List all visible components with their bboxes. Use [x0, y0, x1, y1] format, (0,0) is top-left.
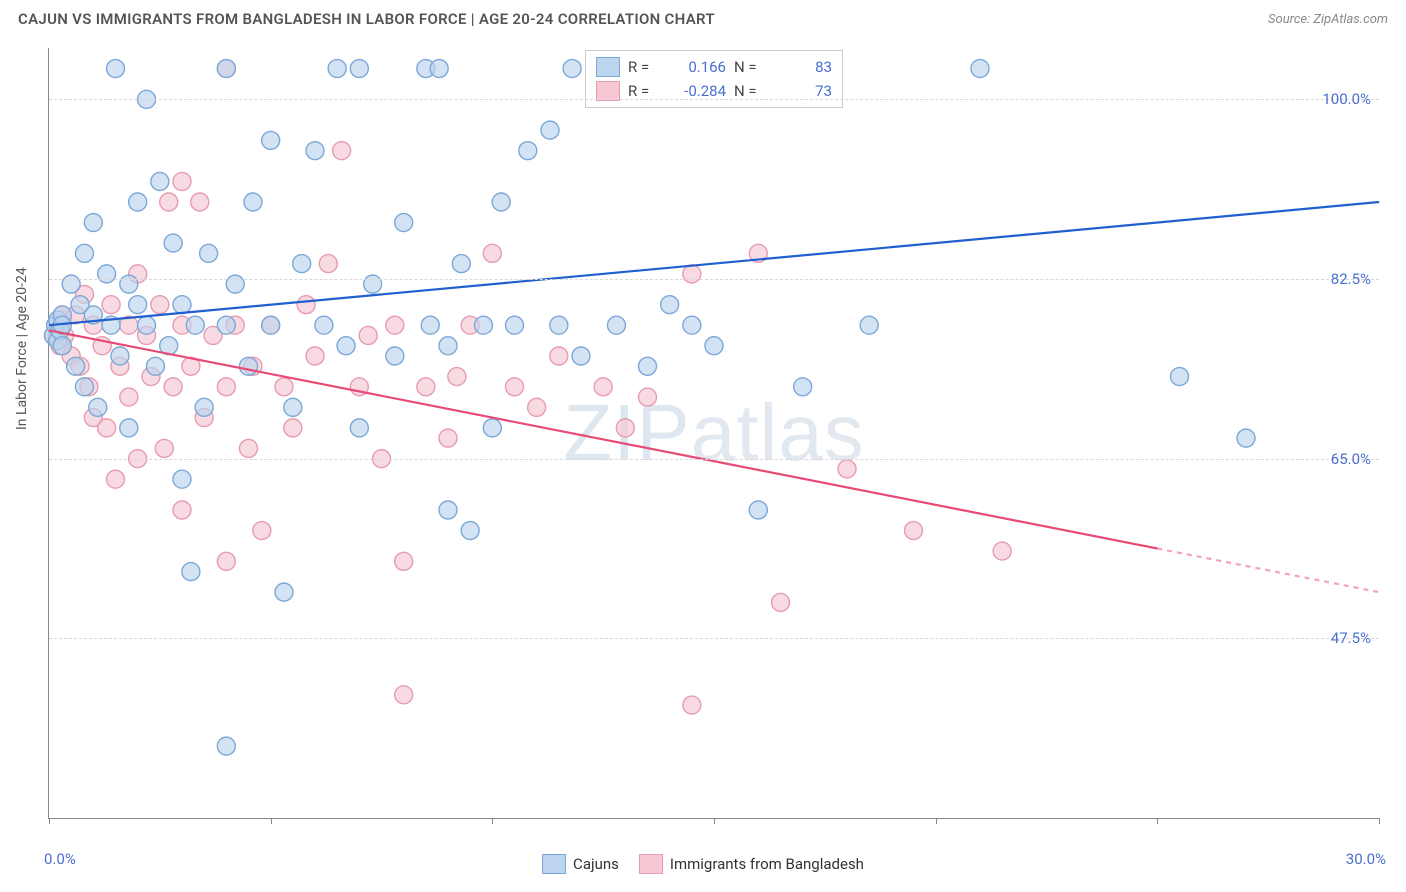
r-value-cajuns: 0.166	[666, 58, 726, 76]
y-tick-label: 47.5%	[1331, 629, 1371, 647]
n-label: N =	[734, 82, 764, 100]
swatch-bangladesh-icon	[639, 854, 663, 874]
x-axis-min: 0.0%	[44, 850, 76, 868]
stats-row-cajuns: R = 0.166 N = 83	[596, 55, 832, 79]
x-tick	[1157, 818, 1158, 824]
gridline	[49, 279, 1379, 280]
chart-plot-area: ZIPatlas R = 0.166 N = 83 R = -0.284 N =…	[48, 48, 1379, 819]
gridline	[49, 99, 1379, 100]
legend-label-cajuns: Cajuns	[573, 855, 619, 873]
x-tick	[492, 818, 493, 824]
y-tick-label: 100.0%	[1322, 90, 1371, 108]
y-tick-label: 65.0%	[1331, 450, 1371, 468]
x-tick	[271, 818, 272, 824]
n-value-cajuns: 83	[772, 58, 832, 76]
gridline	[49, 638, 1379, 639]
source-label: Source: ZipAtlas.com	[1268, 12, 1388, 27]
swatch-cajuns-icon	[596, 57, 620, 77]
x-axis-max: 30.0%	[1346, 850, 1386, 868]
legend-label-bangladesh: Immigrants from Bangladesh	[670, 855, 864, 873]
swatch-bangladesh-icon	[596, 81, 620, 101]
scatter-svg	[49, 48, 1379, 818]
series-legend: Cajuns Immigrants from Bangladesh	[542, 854, 864, 874]
x-tick	[1379, 818, 1380, 824]
legend-item-bangladesh: Immigrants from Bangladesh	[639, 854, 864, 874]
y-tick-label: 82.5%	[1331, 270, 1371, 288]
gridline	[49, 459, 1379, 460]
x-tick	[936, 818, 937, 824]
legend-item-cajuns: Cajuns	[542, 854, 619, 874]
r-value-bangladesh: -0.284	[666, 82, 726, 100]
x-tick	[714, 818, 715, 824]
r-label: R =	[628, 82, 658, 100]
y-axis-label: In Labor Force | Age 20-24	[14, 267, 30, 430]
swatch-cajuns-icon	[542, 854, 566, 874]
n-value-bangladesh: 73	[772, 82, 832, 100]
x-tick	[49, 818, 50, 824]
r-label: R =	[628, 58, 658, 76]
chart-title: CAJUN VS IMMIGRANTS FROM BANGLADESH IN L…	[18, 10, 715, 28]
n-label: N =	[734, 58, 764, 76]
